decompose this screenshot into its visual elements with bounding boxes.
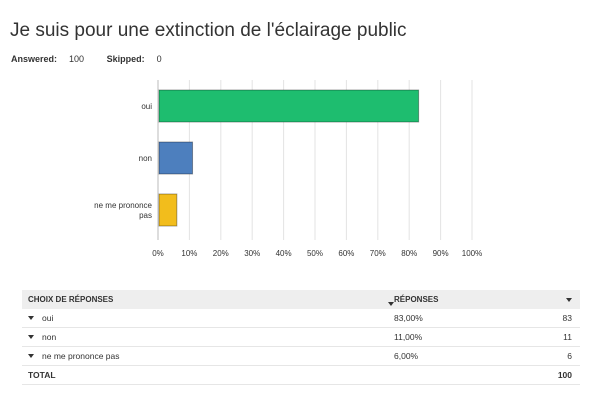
table-header: CHOIX DE RÉPONSES RÉPONSES: [22, 290, 580, 309]
expand-arrow-icon[interactable]: [28, 316, 34, 320]
response-percent: 6,00%: [394, 351, 419, 361]
total-label: TOTAL: [28, 370, 56, 380]
total-row: TOTAL 100: [22, 366, 580, 385]
table-row: oui 83,00% 83: [22, 309, 580, 328]
choice-cell[interactable]: non: [22, 332, 388, 342]
choice-label: ne me prononce pas: [42, 351, 120, 361]
response-count: 83: [562, 313, 572, 323]
table-row: non 11,00% 11: [22, 328, 580, 347]
skipped-value: 0: [156, 54, 162, 64]
category-label: non: [139, 154, 152, 163]
responses-column-header: RÉPONSES: [388, 295, 554, 304]
response-percent: 11,00%: [394, 332, 423, 342]
choice-cell[interactable]: ne me prononce pas: [22, 351, 388, 361]
x-tick-label: 60%: [338, 249, 354, 258]
category-label: ne me prononce pas: [94, 201, 152, 220]
response-count: 11: [563, 332, 572, 342]
bar: [158, 193, 178, 227]
x-tick-label: 0%: [152, 249, 164, 258]
x-tick-label: 70%: [370, 249, 386, 258]
bar-chart: 0% 10% 20% 30% 40% 50% 60% 70% 80% 90% 100% oui non n…: [94, 80, 482, 258]
response-stats: Answered: 100 Skipped: 0: [11, 54, 182, 64]
x-tick-label: 30%: [244, 249, 260, 258]
x-tick-label: 20%: [213, 249, 229, 258]
answered-label: Answered:: [11, 54, 58, 64]
x-tick-label: 100%: [462, 249, 482, 258]
skipped-label: Skipped:: [106, 54, 145, 64]
table-row: ne me prononce pas 6,00% 6: [22, 347, 580, 366]
sort-arrow-icon[interactable]: [388, 302, 394, 306]
table-body: oui 83,00% 83 non 11,00% 11 ne me prononce pas…: [22, 309, 580, 366]
x-tick-label: 40%: [276, 249, 292, 258]
skipped-stat: Skipped: 0: [107, 54, 172, 64]
expand-arrow-icon[interactable]: [28, 354, 34, 358]
page-title: Je suis pour une extinction de l'éclaira…: [10, 20, 407, 41]
x-tick-label: 10%: [181, 249, 197, 258]
responses-header-label: RÉPONSES: [394, 295, 439, 304]
answered-value: 100: [69, 54, 85, 64]
choice-column-header[interactable]: CHOIX DE RÉPONSES: [22, 295, 394, 306]
results-table: CHOIX DE RÉPONSES RÉPONSES oui 83,00% 83 no…: [22, 290, 580, 385]
x-tick-label: 90%: [433, 249, 449, 258]
choice-header-label: CHOIX DE RÉPONSES: [28, 295, 114, 304]
x-tick-label: 80%: [401, 249, 417, 258]
x-tick-label: 50%: [307, 249, 323, 258]
answered-stat: Answered: 100: [11, 54, 94, 64]
category-label: oui: [141, 102, 152, 111]
bar: [158, 89, 420, 123]
response-count: 6: [567, 351, 572, 361]
expand-arrow-icon[interactable]: [28, 335, 34, 339]
bar: [158, 141, 194, 175]
total-value: 100: [557, 370, 572, 380]
responses-sort[interactable]: [554, 297, 580, 302]
response-percent: 83,00%: [394, 313, 423, 323]
sort-arrow-icon[interactable]: [566, 297, 572, 302]
choice-label: oui: [42, 313, 54, 323]
choice-label: non: [42, 332, 57, 342]
choice-cell[interactable]: oui: [22, 313, 388, 323]
